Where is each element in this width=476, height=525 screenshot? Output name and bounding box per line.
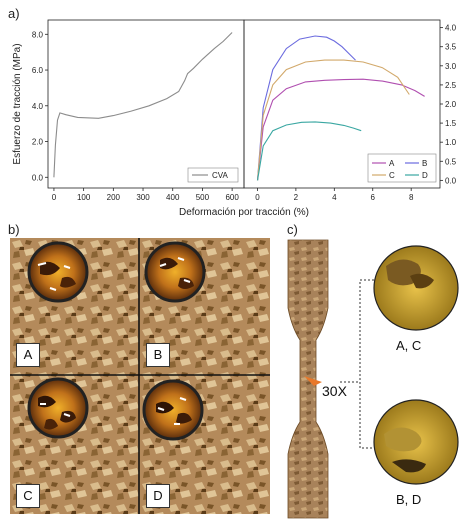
inset-circle-a (27, 241, 89, 303)
fracture-zoom-ac (373, 245, 459, 331)
legend-label-c: C (389, 171, 395, 180)
tile-label-b: B (146, 343, 170, 367)
y-tick-label: 0.5 (445, 157, 457, 166)
tile-label-a: A (16, 343, 40, 367)
x-tick-label: 600 (225, 193, 239, 202)
x-tick-label: 0 (52, 193, 57, 202)
caption-bd: B, D (396, 492, 422, 507)
inset-circle-b (144, 241, 206, 303)
right-series-group (256, 35, 425, 181)
left-legend: CVA (187, 167, 239, 183)
series-line-c (256, 59, 410, 181)
right-legend: A B C D (367, 153, 437, 183)
panel-label-b: b) (8, 222, 20, 237)
fracture-zoom-bd (373, 399, 459, 485)
y-axis-title: Esfuerzo de tracción (MPa) (12, 43, 23, 164)
inset-circle-c (27, 377, 89, 439)
micrograph-mosaic: A B C D (10, 238, 270, 514)
legend-label-b: B (422, 159, 427, 168)
x-tick-label: 400 (166, 193, 180, 202)
x-tick-label: 500 (196, 193, 210, 202)
callout-bracket (340, 279, 374, 449)
panel-label-c: c) (287, 222, 298, 237)
zoom-arrow-icon (304, 376, 322, 386)
y-tick-label: 2.0 (32, 138, 44, 147)
tile-label-d: D (146, 484, 170, 508)
magnification-label: 30X (322, 383, 348, 399)
y-tick-label: 0.0 (445, 176, 457, 185)
wood-texture (10, 238, 270, 514)
x-tick-label: 0 (255, 193, 260, 202)
y-tick-label: 1.0 (445, 138, 457, 147)
y-tick-label: 2.0 (445, 100, 457, 109)
y-tick-label: 8.0 (32, 30, 44, 39)
y-tick-label: 4.0 (32, 102, 44, 111)
left-axis-ticks: 0 100 200 300 400 500 600 0.0 2.0 4.0 6.0 8.0 (32, 30, 239, 202)
series-line-cva (53, 32, 233, 178)
caption-ac: A, C (396, 338, 422, 353)
tensile-charts: 0 100 200 300 400 500 600 0.0 2.0 4.0 6.0 8.0 0 2 4 6 8… (12, 19, 457, 218)
tile-label-c: C (16, 484, 40, 508)
series-line-b (256, 35, 356, 181)
y-tick-label: 3.5 (445, 43, 457, 52)
specimen-figure: 30X (287, 239, 459, 519)
legend-label-cva: CVA (212, 171, 229, 180)
y-tick-label: 2.5 (445, 81, 457, 90)
legend-box (367, 153, 437, 183)
legend-box (187, 167, 239, 183)
series-line-d (256, 121, 362, 181)
x-tick-label: 200 (107, 193, 121, 202)
left-series-group (53, 32, 233, 178)
x-tick-label: 6 (371, 193, 376, 202)
y-tick-label: 6.0 (32, 66, 44, 75)
x-tick-label: 100 (77, 193, 91, 202)
x-tick-label: 4 (332, 193, 337, 202)
inset-circle-d (142, 379, 204, 441)
x-tick-label: 300 (136, 193, 150, 202)
x-tick-label: 2 (294, 193, 299, 202)
y-tick-label: 3.0 (445, 62, 457, 71)
legend-label-d: D (422, 171, 428, 180)
x-axis-title: Deformación por tracción (%) (179, 207, 309, 218)
right-axis-ticks: 0 2 4 6 8 0.0 0.5 1.0 1.5 2.0 2.5 3.0 3.5 4.0 (255, 24, 456, 202)
y-tick-label: 4.0 (445, 24, 457, 33)
y-tick-label: 1.5 (445, 119, 457, 128)
panel-label-a: a) (8, 6, 20, 21)
y-tick-label: 0.0 (32, 173, 44, 182)
legend-label-a: A (389, 159, 395, 168)
x-tick-label: 8 (409, 193, 414, 202)
left-plot-frame (47, 19, 245, 189)
